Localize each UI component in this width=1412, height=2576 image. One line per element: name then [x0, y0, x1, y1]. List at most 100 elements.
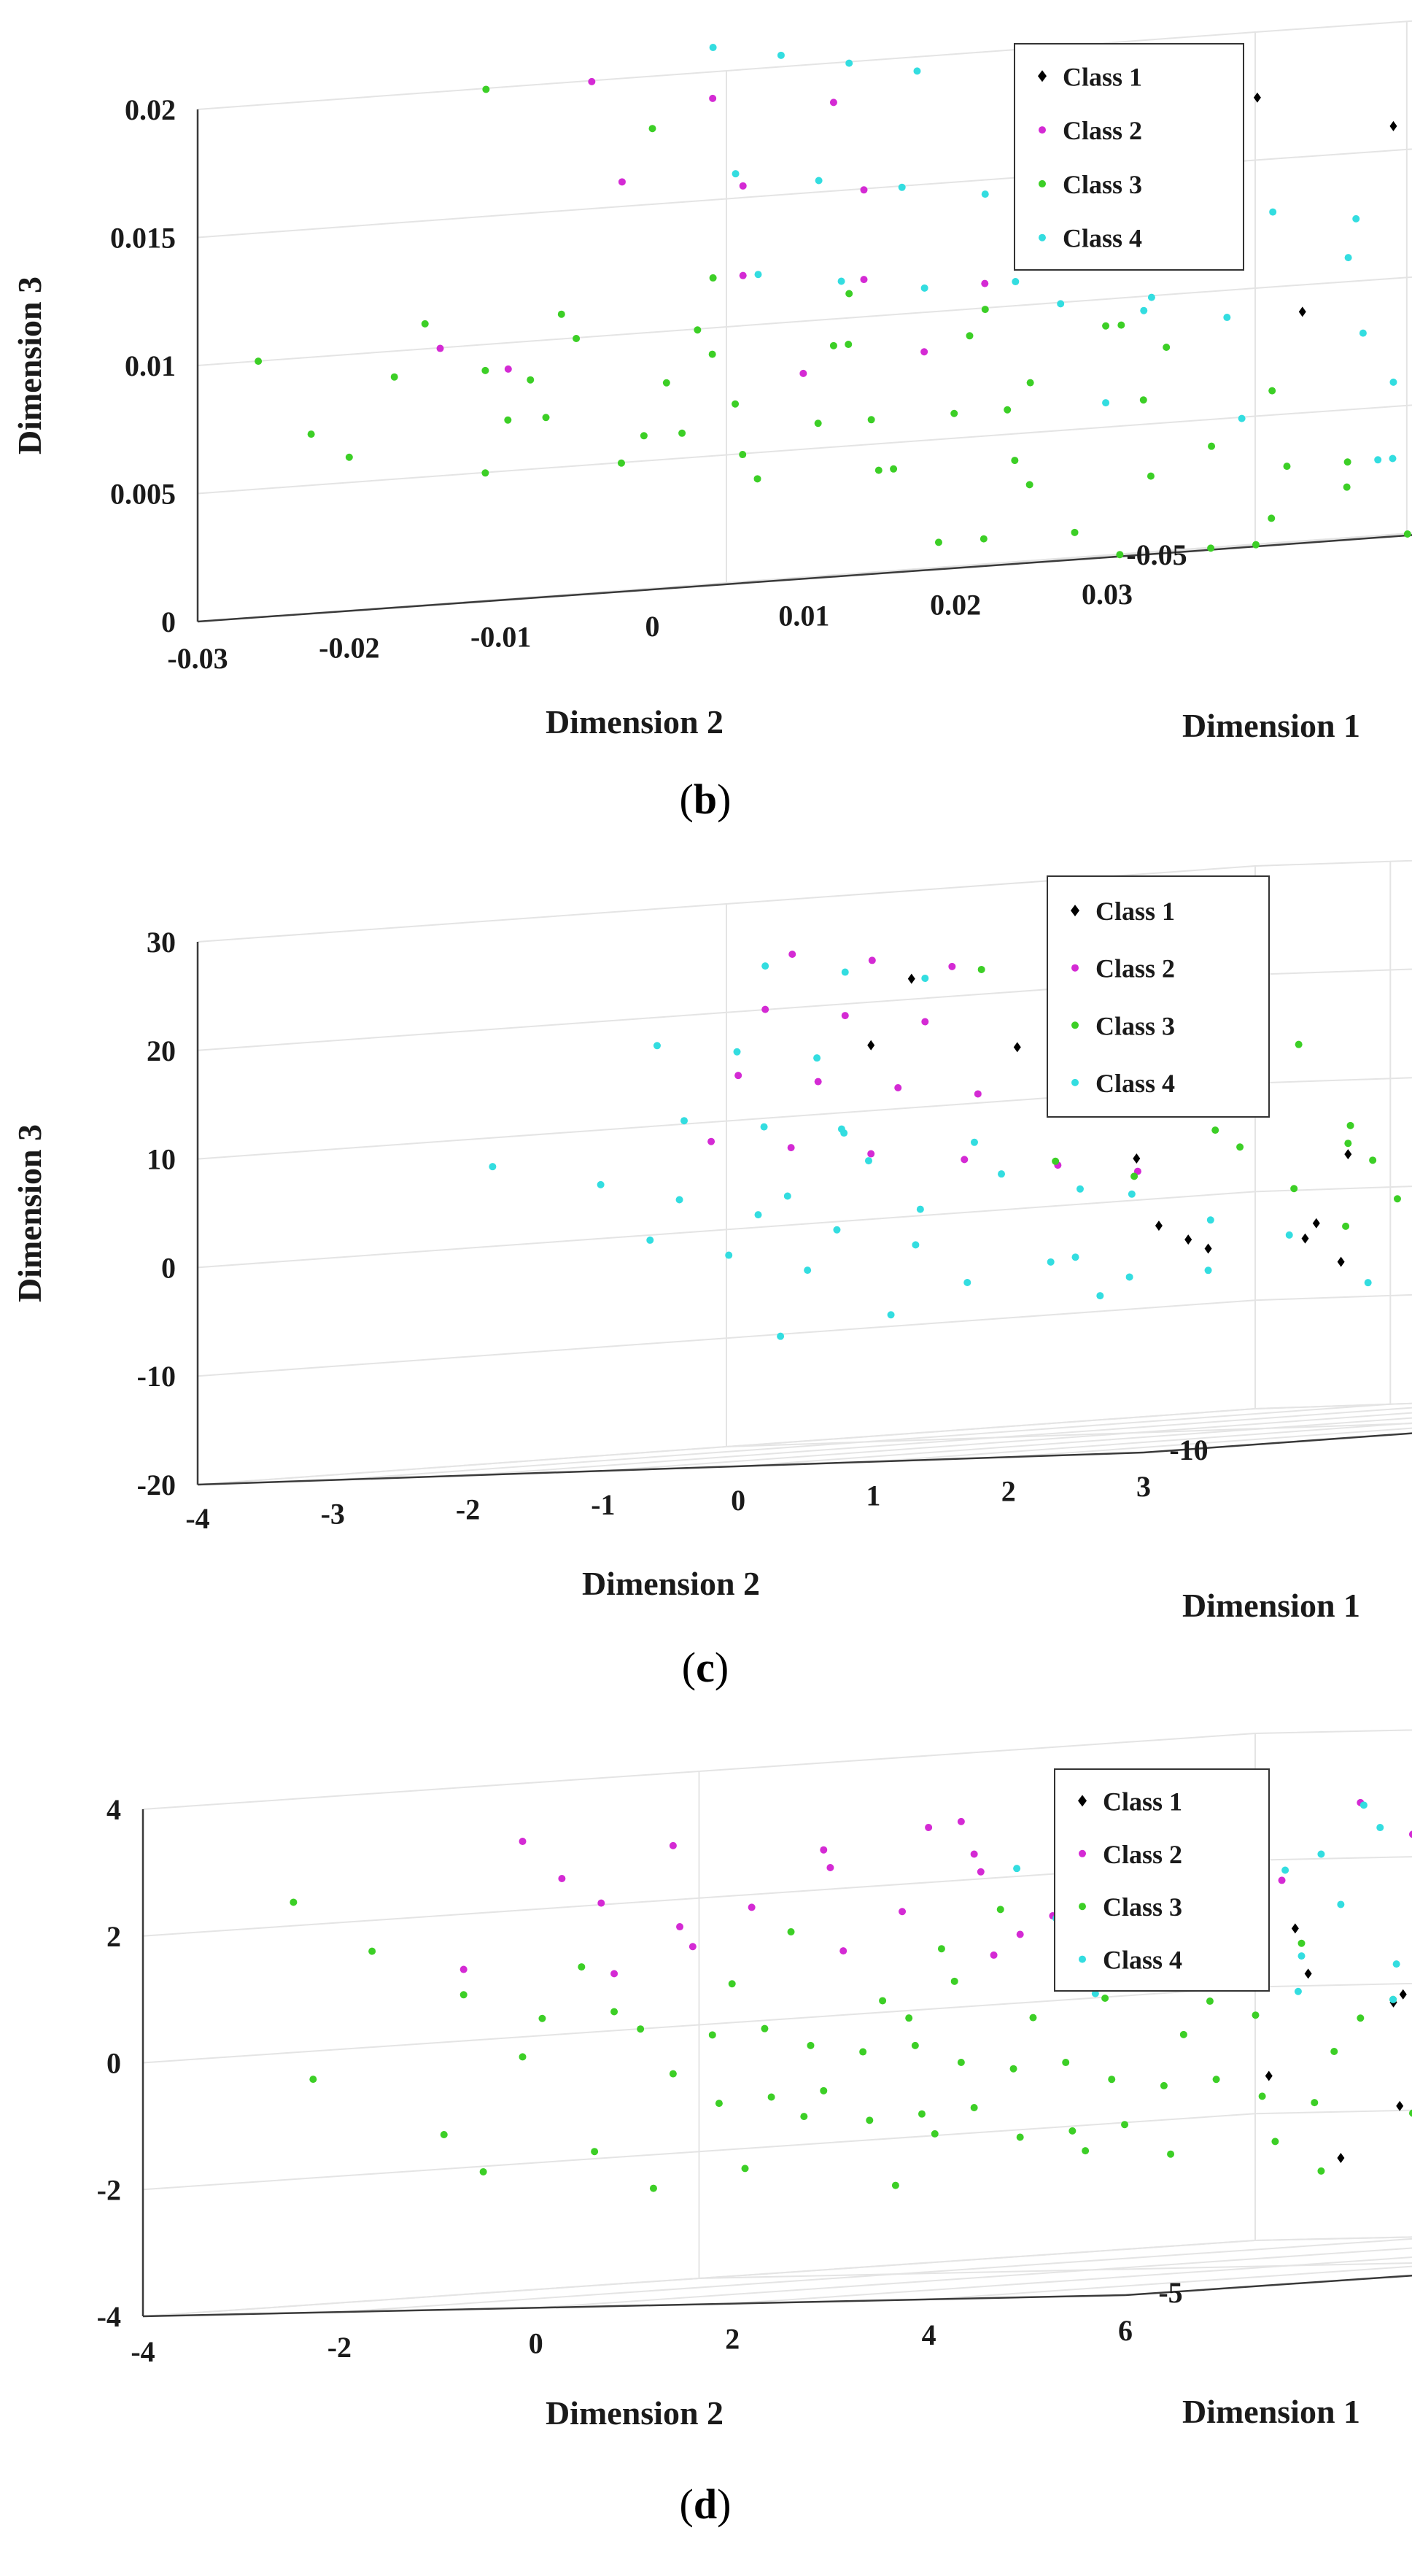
data-point-class-3: [866, 2116, 874, 2124]
legend-label: Class 3: [1063, 170, 1142, 199]
gridline-dim3: [142, 2109, 1412, 2191]
legend: Class 1 Class 2 Class 3 Class 4: [1054, 1768, 1270, 1992]
data-point-class-3: [1052, 1157, 1060, 1165]
data-point-class-3: [1268, 514, 1276, 522]
dim2-tick-label: 0: [529, 2326, 543, 2359]
y-axis-line: [197, 1451, 1144, 1486]
data-point-class-4: [981, 190, 989, 198]
legend-marker: [1079, 1903, 1086, 1911]
dim2-tick-label: -4: [131, 2335, 155, 2368]
data-point-class-3: [753, 475, 761, 483]
data-point-class-4: [920, 284, 928, 292]
dim3-tick-label: 0.005: [110, 478, 176, 511]
data-point-class-4: [1013, 1865, 1021, 1873]
gridline-dim2: [873, 1422, 1412, 1463]
data-point-class-3: [934, 538, 942, 546]
data-point-class-4: [1076, 1185, 1084, 1193]
data-point-class-4: [1071, 1253, 1079, 1261]
data-point-class-4: [815, 177, 823, 185]
legend: Class 1 Class 2 Class 3 Class 4: [1047, 875, 1270, 1118]
legend: Class 1 Class 2 Class 3 Class 4: [1014, 43, 1244, 271]
series-class-3: [255, 85, 1411, 559]
panel-caption: (b): [680, 775, 732, 823]
data-point-class-2: [597, 1899, 605, 1907]
data-point-class-1: [1301, 1233, 1309, 1244]
legend-label: Class 1: [1103, 1787, 1182, 1816]
data-point-class-3: [255, 357, 263, 365]
data-point-class-4: [1376, 1824, 1384, 1832]
data-point-class-4: [1047, 1258, 1055, 1266]
data-point-class-4: [1128, 1190, 1136, 1198]
dim2-tick-label: 3: [1136, 1470, 1151, 1503]
data-point-class-3: [1167, 2150, 1175, 2158]
dim2-tick-label: -0.03: [167, 642, 228, 675]
data-point-class-3: [709, 274, 717, 282]
data-point-class-3: [1062, 2059, 1070, 2067]
data-point-class-3: [966, 332, 974, 340]
panel-caption: (c): [682, 1644, 729, 1691]
gridline-dim2: [928, 2265, 1412, 2300]
data-point-class-1: [1312, 1218, 1320, 1229]
caption-close: ): [717, 775, 731, 823]
data-point-class-4: [1285, 1231, 1293, 1239]
data-point-class-3: [890, 465, 898, 473]
data-point-class-2: [814, 1078, 822, 1086]
data-point-class-3: [591, 2148, 599, 2156]
data-point-class-3: [504, 416, 512, 424]
data-points: [255, 44, 1411, 559]
data-point-class-3: [1252, 2011, 1260, 2019]
data-point-class-1: [1013, 1042, 1021, 1053]
dim1-tick-label: -5: [1158, 2276, 1182, 2309]
dim3-tick-label: 0: [106, 2047, 121, 2080]
data-point-class-3: [1160, 2081, 1168, 2089]
dim2-tick-label: 1: [866, 1480, 880, 1512]
data-point-class-3: [814, 419, 822, 428]
data-point-class-3: [1403, 530, 1411, 538]
axes: [141, 1809, 1412, 2318]
legend-label: Class 4: [1095, 1069, 1175, 1098]
data-point-class-3: [542, 414, 550, 422]
data-point-class-3: [980, 535, 988, 543]
axes: [196, 942, 1412, 1486]
data-point-class-4: [837, 1125, 845, 1133]
data-point-class-3: [867, 416, 875, 424]
gridline-dim3: [197, 20, 1412, 110]
data-point-class-3: [931, 2130, 939, 2138]
data-point-class-2: [826, 1863, 834, 1871]
dim3-tick-label: 0.01: [125, 349, 176, 382]
data-point-class-4: [489, 1163, 497, 1171]
data-point-class-3: [1290, 1185, 1298, 1193]
data-point-class-2: [820, 1846, 828, 1854]
data-point-class-3: [845, 290, 853, 298]
data-point-class-4: [1297, 1952, 1306, 1960]
data-point-class-3: [1102, 322, 1110, 330]
gridline-dim3: [197, 859, 1412, 943]
data-point-class-2: [899, 1908, 907, 1916]
data-points: [489, 950, 1401, 1340]
data-point-class-2: [981, 279, 989, 287]
data-point-class-4: [733, 1048, 741, 1056]
gridline-dim3: [197, 404, 1412, 495]
data-point-class-4: [1389, 378, 1397, 386]
data-point-class-1: [1291, 1923, 1299, 1934]
data-point-class-4: [833, 1226, 841, 1234]
data-point-class-4: [970, 1138, 978, 1146]
data-point-class-3: [741, 2165, 749, 2173]
series-class-3: [290, 1898, 1412, 2192]
dim1-axis-title: Dimension 1: [1182, 2393, 1360, 2430]
dim3-tick-label: 0: [161, 606, 176, 638]
dim3-axis-title: Dimension 3: [11, 1124, 48, 1302]
data-point-class-2: [860, 186, 868, 194]
legend-marker: [1079, 1955, 1086, 1963]
data-point-class-2: [734, 1072, 742, 1080]
data-point-class-3: [1207, 544, 1215, 552]
y-axis-line: [142, 2294, 1126, 2318]
data-point-class-3: [859, 2048, 867, 2056]
gridline-dim3: [197, 1293, 1412, 1377]
data-point-class-3: [891, 2181, 899, 2189]
series-class-2: [436, 77, 989, 377]
data-point-class-4: [963, 1278, 971, 1286]
gridline-dim3: [197, 1185, 1412, 1269]
legend-label: Class 2: [1103, 1840, 1182, 1869]
